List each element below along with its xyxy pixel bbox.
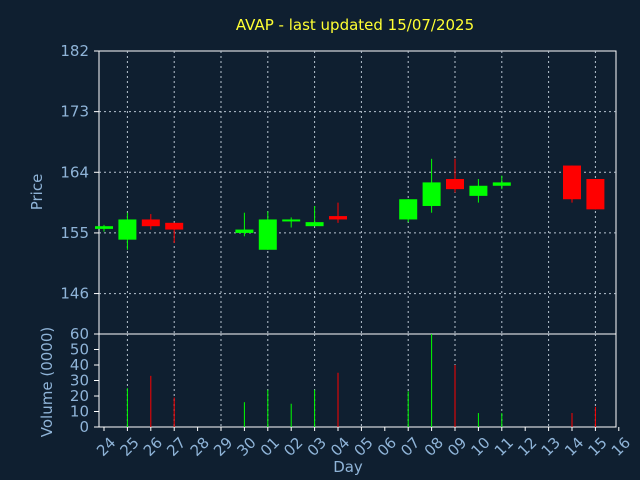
day-tick-label: 16 (608, 434, 634, 460)
candle-body (258, 219, 277, 250)
volume-tick-label: 0 (79, 418, 89, 436)
day-tick-label: 09 (444, 434, 470, 460)
price-axis-label: Price (28, 174, 46, 211)
day-tick-label: 08 (421, 434, 447, 460)
volume-tick-label: 40 (70, 356, 89, 374)
day-tick-label: 07 (397, 434, 423, 460)
price-panel-frame (98, 50, 617, 335)
day-tick-label: 05 (350, 434, 376, 460)
volume-layer (126, 334, 596, 427)
candles-layer (95, 158, 605, 250)
candle-body (95, 226, 113, 229)
volume-panel-frame (98, 333, 617, 428)
day-tick-label: 10 (467, 434, 493, 460)
candle-body (586, 179, 605, 210)
candle-body (469, 185, 488, 196)
volume-tick-label: 50 (70, 341, 89, 359)
candle-body (446, 179, 464, 190)
day-tick-label: 03 (304, 434, 330, 460)
day-tick-label: 11 (491, 434, 517, 460)
day-tick-label: 14 (561, 434, 587, 460)
day-axis-label: Day (333, 458, 363, 476)
price-tick-label: 173 (60, 103, 89, 121)
day-tick-label: 04 (327, 434, 353, 460)
volume-tick-label: 20 (70, 387, 89, 405)
price-tick-labels: 146 155 164 173 182 (60, 42, 99, 303)
candle-body (422, 182, 441, 206)
candle-body (563, 165, 581, 200)
day-tick-label: 28 (187, 434, 213, 460)
candle-body (118, 219, 137, 240)
candle-body (492, 182, 511, 186)
volume-tick-label: 10 (70, 403, 89, 421)
day-tick-label: 30 (233, 434, 259, 460)
grid-layer (99, 51, 616, 427)
day-tick-label: 27 (163, 434, 189, 460)
day-tick-label: 25 (116, 434, 142, 460)
candle-body (329, 216, 347, 220)
day-tick-label: 13 (538, 434, 564, 460)
price-tick-label: 182 (60, 42, 89, 60)
price-tick-label: 164 (60, 163, 89, 181)
day-tick-label: 02 (280, 434, 306, 460)
day-tick-label: 24 (93, 434, 119, 460)
candle-body (305, 222, 324, 227)
price-tick-label: 155 (60, 224, 89, 242)
volume-tick-label: 30 (70, 372, 89, 390)
candle-body (235, 229, 254, 233)
day-tick-label: 12 (514, 434, 540, 460)
candle-body (165, 222, 184, 230)
chart-title: AVAP - last updated 15/07/2025 (236, 16, 474, 34)
candle-body (399, 199, 418, 220)
volume-axis-label: Volume (0000) (38, 327, 56, 437)
price-tick-label: 146 (60, 285, 89, 303)
day-tick-label: 06 (374, 434, 400, 460)
candle-body (282, 219, 301, 222)
day-tick-label: 29 (210, 434, 236, 460)
day-tick-label: 26 (140, 434, 166, 460)
day-tick-label: 15 (584, 434, 610, 460)
candle-body (141, 219, 160, 227)
volume-tick-label: 60 (70, 325, 89, 343)
day-tick-label: 01 (257, 434, 283, 460)
day-tick-labels: 2425262728293001020304050607080910111213… (93, 427, 634, 460)
